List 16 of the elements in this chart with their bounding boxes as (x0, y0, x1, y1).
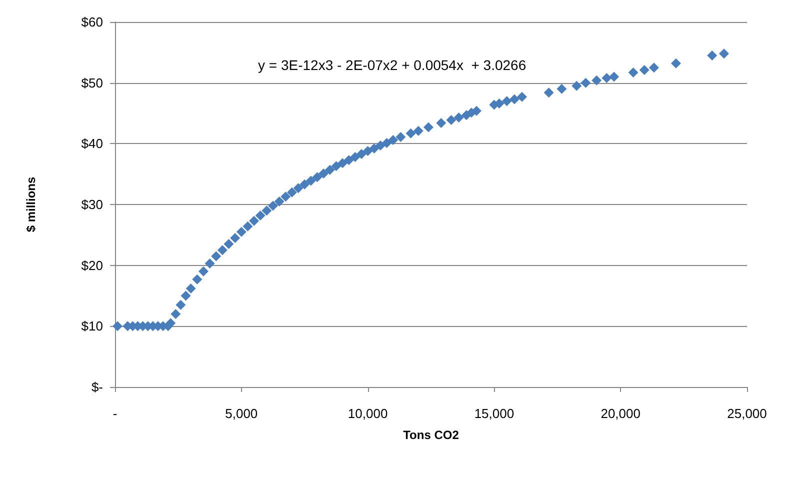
y-tick-label: $50 (81, 75, 103, 90)
annotation: y = 3E-12x3 - 2E-07x2 + 0.0054x + 3.0266 (258, 57, 526, 73)
y-tick-label: $10 (81, 318, 103, 334)
y-tick-label: $- (91, 380, 103, 394)
y-tick-label: $30 (81, 197, 103, 212)
y-tick-label: $40 (81, 136, 103, 152)
x-tick-label: 25,000 (727, 406, 767, 421)
x-tick-label: 20,000 (600, 406, 640, 421)
y-tick-label: $60 (81, 14, 103, 30)
x-tick-label: - (112, 406, 118, 421)
y-tick-label: $20 (81, 258, 103, 273)
x-tick-label: 15,000 (474, 406, 514, 421)
y-axis-title: $ millions (24, 176, 38, 232)
x-tick-label: 5,000 (225, 406, 258, 421)
x-tick-label: 10,000 (348, 406, 388, 421)
x-axis-title: Tons CO2 (403, 428, 460, 442)
